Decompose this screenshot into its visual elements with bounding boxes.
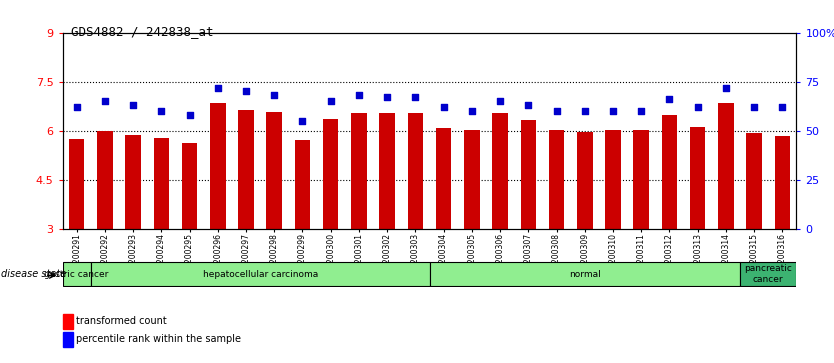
Point [550,108,563,114]
Bar [661,115,677,229]
Point [380,94,394,100]
Text: transformed count: transformed count [76,316,167,326]
Point [691,104,705,110]
Point [296,118,309,124]
Bar [492,113,508,229]
Point [239,89,253,94]
FancyBboxPatch shape [740,262,796,286]
Bar [577,132,592,229]
FancyBboxPatch shape [430,262,740,286]
Point [409,94,422,100]
Bar [267,112,282,229]
Point [606,108,620,114]
Point [494,98,507,104]
Text: gastric cancer: gastric cancer [44,270,109,278]
Bar [408,113,423,229]
Bar [97,131,113,229]
Point [127,102,140,108]
Point [211,85,224,90]
FancyBboxPatch shape [63,262,91,286]
Bar [125,135,141,229]
Point [268,93,281,98]
Point [521,102,535,108]
Point [747,104,761,110]
Point [465,108,479,114]
Bar [294,140,310,229]
Bar [464,130,480,229]
Bar [153,138,169,229]
Point [776,104,789,110]
Point [183,112,196,118]
Bar [436,129,451,229]
Point [578,108,591,114]
Bar [182,143,198,229]
Bar [210,103,225,229]
Point [635,108,648,114]
Bar [69,139,84,229]
Text: GDS4882 / 242838_at: GDS4882 / 242838_at [71,25,214,38]
Bar [520,120,536,229]
Point [324,98,338,104]
Text: hepatocellular carcinoma: hepatocellular carcinoma [203,270,318,278]
Point [719,85,732,90]
Point [98,98,112,104]
Point [70,104,83,110]
Bar [549,130,565,229]
Bar [690,127,706,229]
Text: disease state: disease state [1,269,66,279]
Bar [323,119,339,229]
Bar [746,133,762,229]
Text: percentile rank within the sample: percentile rank within the sample [76,334,241,344]
Text: pancreatic
cancer: pancreatic cancer [744,264,792,284]
Point [437,104,450,110]
FancyBboxPatch shape [91,262,430,286]
Point [352,93,365,98]
Point [663,97,676,102]
Bar [634,130,649,229]
Bar [239,110,254,229]
Bar [351,113,367,229]
Bar [379,113,395,229]
Bar [605,130,620,229]
Bar [775,136,790,229]
Point [154,108,168,114]
Bar [718,103,734,229]
Text: normal: normal [569,270,600,278]
